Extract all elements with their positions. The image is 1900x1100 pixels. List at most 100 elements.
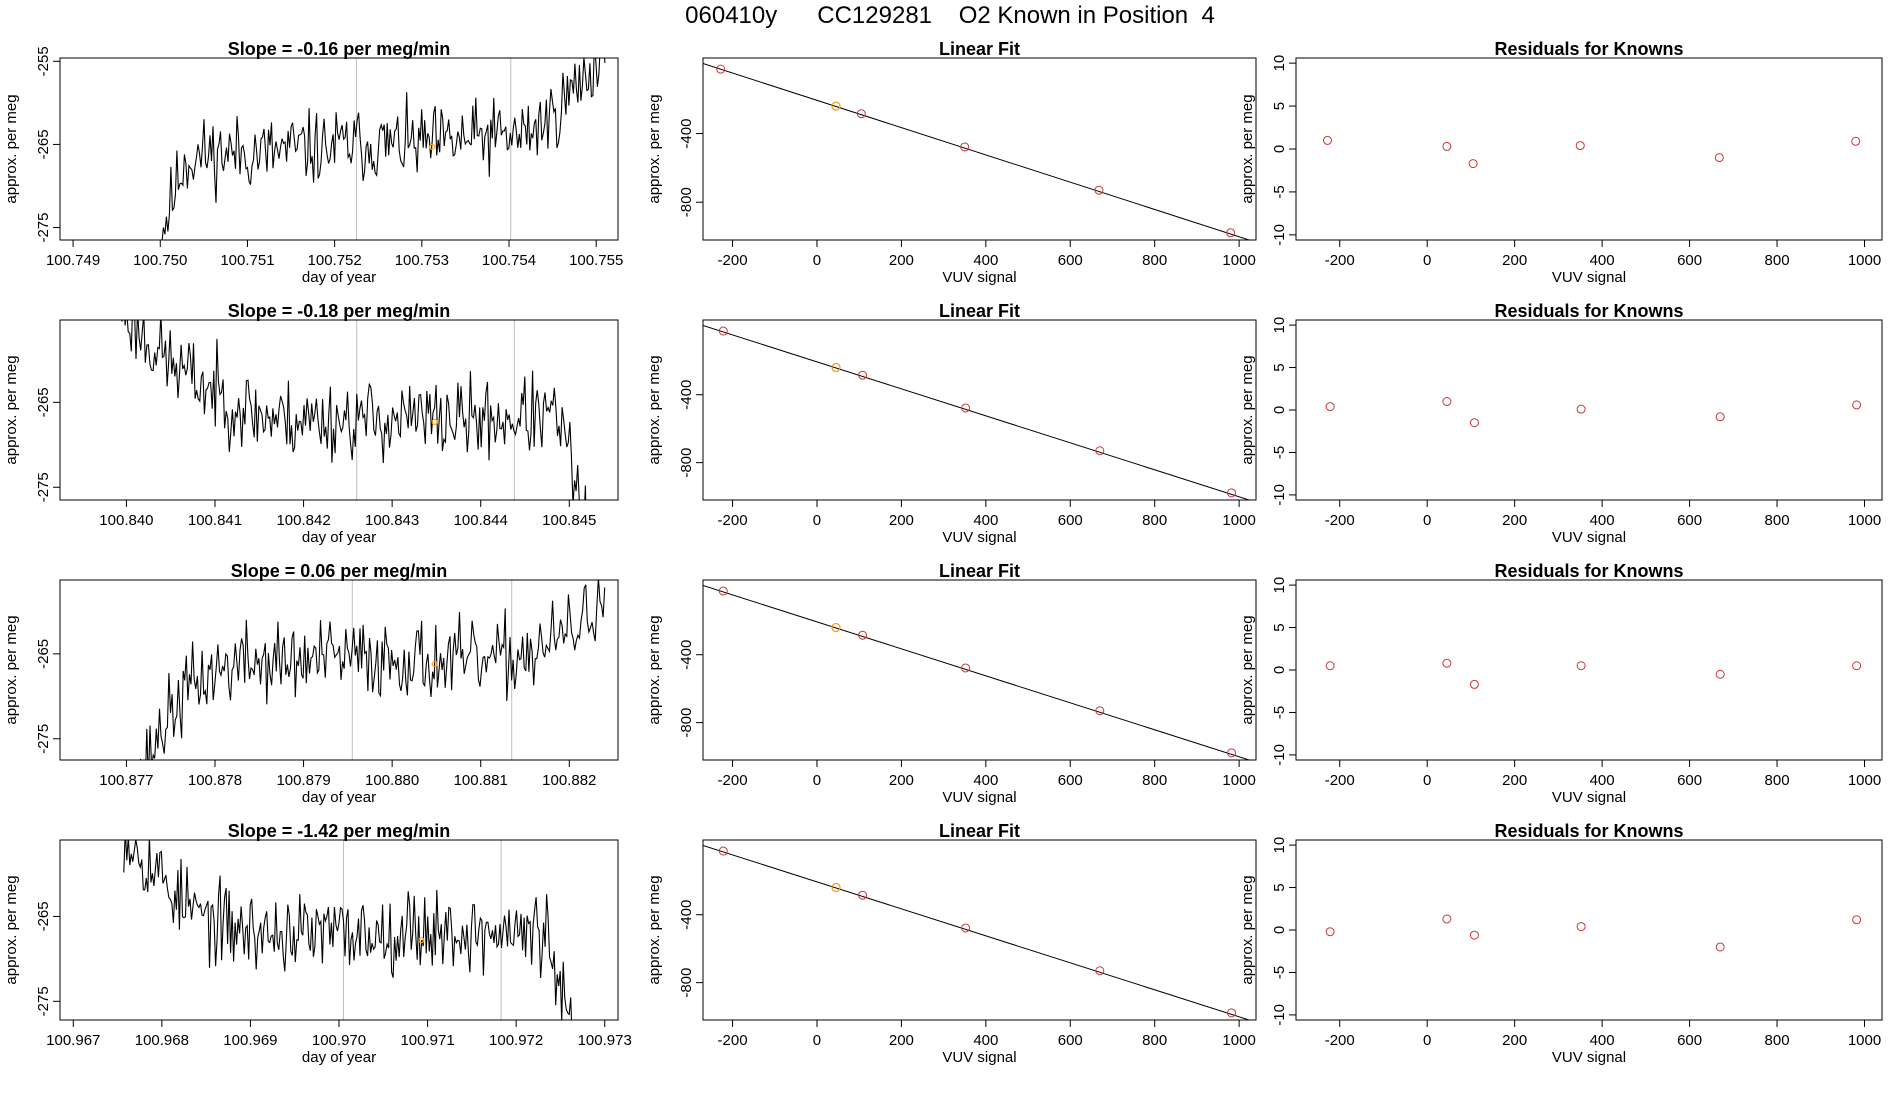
y-axis-label: approx. per meg: [646, 355, 663, 464]
y-tick-label: -275: [35, 986, 52, 1016]
panel-8: Linear Fit -200 0 200 400 600 800 1000 VUV signa…: [646, 561, 1257, 806]
fit-line: [703, 844, 1251, 1020]
figure-title: 060410y CC129281 O2 Known in Position 4: [0, 2, 1900, 30]
x-tick-label: 100.753: [395, 252, 449, 269]
plot-frame: [702, 579, 1257, 761]
y-tick-label: -10: [1271, 484, 1288, 506]
residual-point: [1576, 404, 1586, 414]
y-tick-label: -265: [35, 901, 52, 931]
y-tick-label: -265: [35, 387, 52, 417]
plot-title: Linear Fit: [939, 821, 1020, 841]
plot-area: [123, 840, 573, 1020]
plot-title: Residuals for Knowns: [1494, 561, 1683, 581]
x-tick-label: 200: [1502, 1032, 1527, 1049]
fit-point: [960, 142, 970, 152]
plot-area: [139, 580, 606, 760]
x-axis-label: day of year: [302, 529, 376, 546]
y-tick-label: 5: [1271, 883, 1288, 891]
x-tick-label: 800: [1142, 1032, 1167, 1049]
x-tick-label: -200: [718, 772, 748, 789]
x-tick-label: 600: [1677, 512, 1702, 529]
x-tick-label: 0: [1423, 1032, 1431, 1049]
panel-12: Residuals for Knowns-200 0 200 400 600 800 100…: [1239, 821, 1883, 1066]
x-tick-label: 1000: [1222, 512, 1255, 529]
x-tick-label: 1000: [1222, 1032, 1255, 1049]
x-tick-label: 100.880: [365, 772, 419, 789]
plot-frame: [1295, 57, 1883, 241]
plot-title: Slope = -0.16 per meg/min: [228, 39, 451, 59]
y-axis: -400 -800: [678, 380, 703, 478]
highlight-point: [831, 623, 841, 633]
x-axis: -200 0 200 400 600 800 1000: [1325, 499, 1881, 529]
y-axis: -400 -800: [678, 119, 703, 217]
y-tick-label: -400: [678, 640, 695, 670]
panel-5: Linear Fit -200 0 200 400 600 800 1000 VUV signa…: [646, 301, 1257, 546]
plot-title: Residuals for Knowns: [1494, 39, 1683, 59]
y-tick-label: 10: [1271, 55, 1288, 72]
panel-6: Residuals for Knowns-200 0 200 400 600 800 100…: [1239, 301, 1883, 546]
x-tick-label: 1000: [1848, 512, 1881, 529]
y-axis-label: approx. per meg: [646, 615, 663, 724]
residual-point: [1468, 159, 1478, 169]
highlight-marker: [431, 660, 438, 668]
x-tick-label: 100.971: [400, 1032, 454, 1049]
x-tick-label: 200: [1502, 252, 1527, 269]
fit-point: [718, 326, 728, 336]
residual-point: [1322, 135, 1332, 145]
x-tick-label: 800: [1765, 772, 1790, 789]
x-tick-label: -200: [718, 512, 748, 529]
x-axis-label: day of year: [302, 269, 376, 286]
highlight-marker: [431, 418, 438, 425]
x-tick-label: 100.840: [99, 512, 153, 529]
x-axis-label: VUV signal: [942, 789, 1016, 806]
y-axis-label: approx. per meg: [3, 94, 20, 203]
x-tick-label: 600: [1058, 512, 1083, 529]
x-tick-label: 100.755: [569, 252, 623, 269]
x-tick-label: 100.882: [542, 772, 596, 789]
residual-point: [1852, 661, 1862, 671]
y-axis: 10 5 0 -5 -10: [1271, 317, 1296, 506]
highlight-marker: [418, 937, 425, 944]
y-axis-label: approx. per meg: [646, 875, 663, 984]
fit-point: [961, 663, 971, 673]
fit-point: [856, 109, 866, 119]
x-tick-label: 0: [1423, 252, 1431, 269]
fit-point: [716, 64, 726, 74]
signal-trace: [123, 840, 573, 1020]
plot-frame: [702, 839, 1257, 1021]
x-tick-label: 600: [1058, 252, 1083, 269]
plot-area: [703, 584, 1251, 760]
plot-area: [1325, 914, 1862, 952]
x-tick-label: 600: [1677, 772, 1702, 789]
residual-point: [1442, 397, 1452, 407]
plot-frame: [1295, 579, 1883, 761]
residual-point: [1442, 914, 1452, 924]
signal-trace: [161, 58, 606, 240]
y-tick-label: -265: [35, 639, 52, 669]
x-axis: -200 0 200 400 600 800 1000: [1325, 759, 1881, 789]
y-tick-label: -400: [678, 119, 695, 149]
y-axis: -265 -275: [35, 639, 60, 754]
x-axis: -200 0 200 400 600 800 1000: [718, 759, 1256, 789]
highlight-point: [831, 101, 841, 111]
x-tick-label: 0: [1423, 772, 1431, 789]
x-tick-label: -200: [1325, 512, 1355, 529]
x-tick-label: 100.968: [135, 1032, 189, 1049]
plot-frame: [59, 839, 619, 1021]
panel-2: Linear Fit -200 0 200 400 600 800 1000 VUV signa…: [646, 39, 1257, 286]
residual-point: [1714, 153, 1724, 163]
x-tick-label: 600: [1677, 252, 1702, 269]
x-tick-label: 100.844: [454, 512, 508, 529]
fit-point: [1226, 228, 1236, 238]
x-tick-label: 100.749: [46, 252, 100, 269]
plot-title: Slope = -0.18 per meg/min: [228, 301, 451, 321]
x-tick-label: 400: [973, 1032, 998, 1049]
plot-area: [703, 844, 1251, 1020]
y-tick-label: -800: [678, 448, 695, 478]
y-tick-label: -10: [1271, 1004, 1288, 1026]
x-axis: 100.877 100.878 100.879 100.880 100.881 100.8…: [99, 759, 596, 789]
x-tick-label: 200: [889, 772, 914, 789]
plot-frame: [702, 319, 1257, 501]
x-tick-label: 100.751: [220, 252, 274, 269]
